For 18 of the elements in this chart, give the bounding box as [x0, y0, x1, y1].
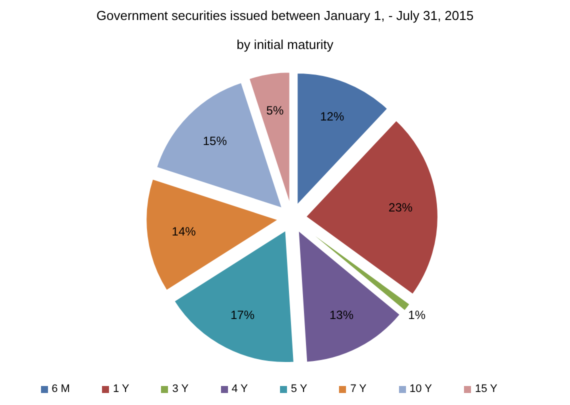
legend-label: 6 M: [52, 383, 70, 395]
data-label: 15%: [202, 134, 228, 148]
data-label: 1%: [408, 308, 426, 322]
data-label: 17%: [230, 308, 255, 322]
data-label: 12%: [320, 110, 344, 124]
legend-label: 3 Y: [172, 383, 189, 395]
legend-label: 10 Y: [410, 383, 432, 395]
data-label: 14%: [172, 224, 196, 239]
chart-subtitle: by initial maturity: [236, 37, 334, 52]
data-label: 5%: [266, 103, 284, 118]
legend-label: 4 Y: [232, 383, 248, 395]
legend-label: 1 Y: [112, 383, 130, 395]
data-label: 13%: [329, 308, 354, 322]
legend-label: 7 Y: [350, 383, 367, 395]
chart-title: Government securities issued between January 1, - July 31, 2015: [95, 8, 475, 23]
legend-label: 5 Y: [290, 383, 308, 395]
legend-label: 15 Y: [474, 383, 498, 395]
data-label: 23%: [388, 200, 413, 215]
